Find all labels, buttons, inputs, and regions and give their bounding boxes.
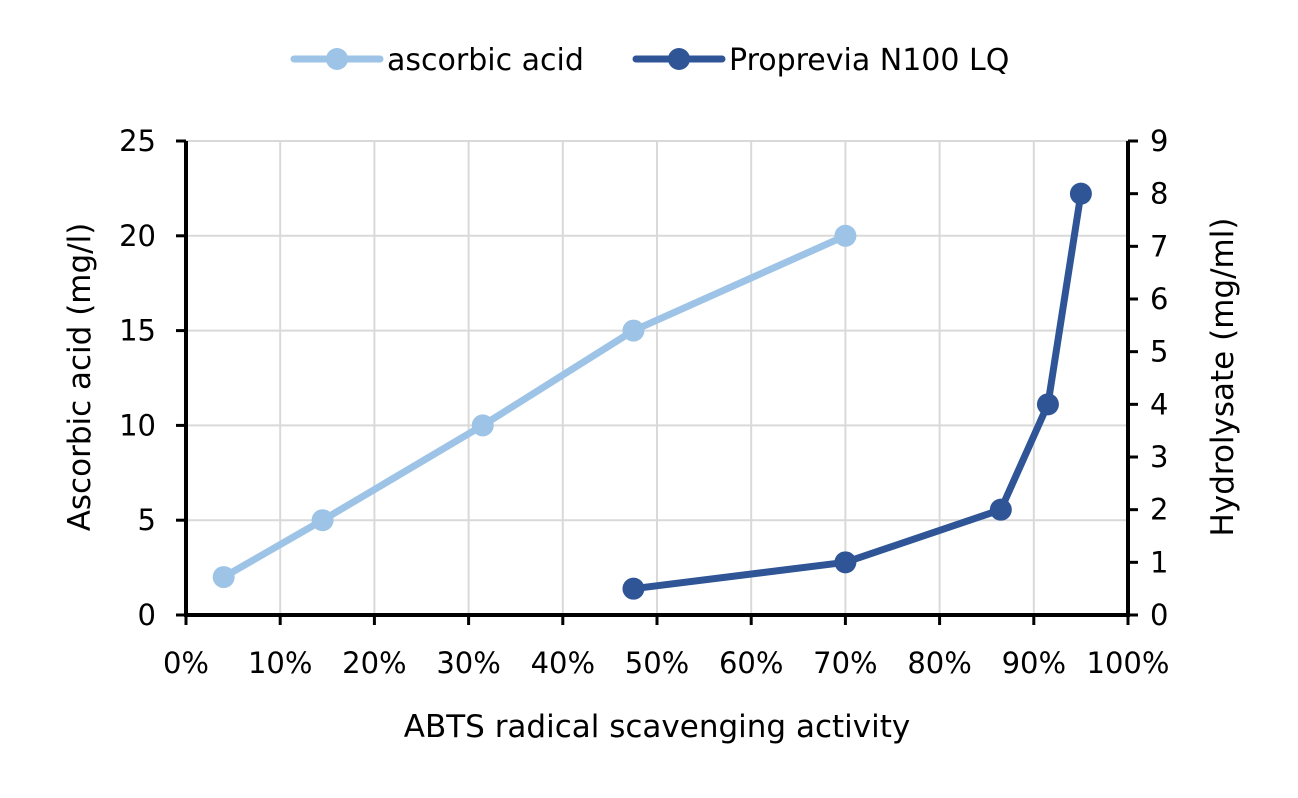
y-right-tick-label: 5 [1150,335,1168,369]
x-tick-label: 100% [1087,646,1170,680]
data-point [622,577,645,600]
y-axis-title-left: Ascorbic acid (mg/l) [62,223,98,532]
y-left-tick-label: 20 [119,219,156,253]
series-line-2 [629,190,1085,593]
data-point [471,414,494,437]
y-left-tick-label: 5 [138,503,156,537]
data-point [212,566,235,589]
y-right-tick-label: 7 [1150,229,1168,263]
x-tick-label: 40% [531,646,595,680]
legend-label: ascorbic acid [387,43,584,78]
grid [186,140,1129,615]
x-tick-label: 90% [1002,646,1066,680]
y-left-tick-label: 15 [119,314,156,348]
legend-swatch-marker [326,48,348,70]
x-axis-title: ABTS radical scavenging activity [404,709,910,745]
y-left-tick-label: 0 [138,598,156,632]
y-right-tick-label: 9 [1150,124,1168,158]
legend: ascorbic acid Proprevia N100 LQ [290,43,1009,78]
x-tick-label: 0% [163,646,209,680]
x-tick-label: 50% [625,646,689,680]
legend-label: Proprevia N100 LQ [729,43,1009,78]
y-right-tick-label: 4 [1150,387,1168,421]
data-point [1036,393,1059,416]
x-tick-label: 10% [248,646,312,680]
x-tick-label: 30% [436,646,500,680]
series [212,182,1092,600]
data-point [989,498,1012,521]
data-point [834,224,857,247]
y-left-tick-label: 25 [119,124,156,158]
y-right-tick-label: 0 [1150,598,1168,632]
y-axis-title-right: Hydrolysate (mg/ml) [1205,218,1241,537]
x-tick-label: 20% [342,646,406,680]
y-right-tick-label: 8 [1150,177,1168,211]
data-point [1069,182,1092,205]
legend-swatch-marker [668,48,690,70]
y-right-tick-label: 6 [1150,282,1168,316]
x-tick-label: 80% [907,646,971,680]
y-right-tick-label: 2 [1150,493,1168,527]
y-right-tick-label: 3 [1150,440,1168,474]
x-tick-label: 60% [719,646,783,680]
data-point [311,509,334,532]
x-tick-label: 70% [813,646,877,680]
data-point [622,319,645,342]
axes: 0% 10% 20% 30% 40% 50% 60% 70% 80% 90% 100%0510152… [119,124,1169,680]
y-left-tick-label: 10 [119,408,156,442]
data-point [834,551,857,574]
y-right-tick-label: 1 [1150,545,1168,579]
